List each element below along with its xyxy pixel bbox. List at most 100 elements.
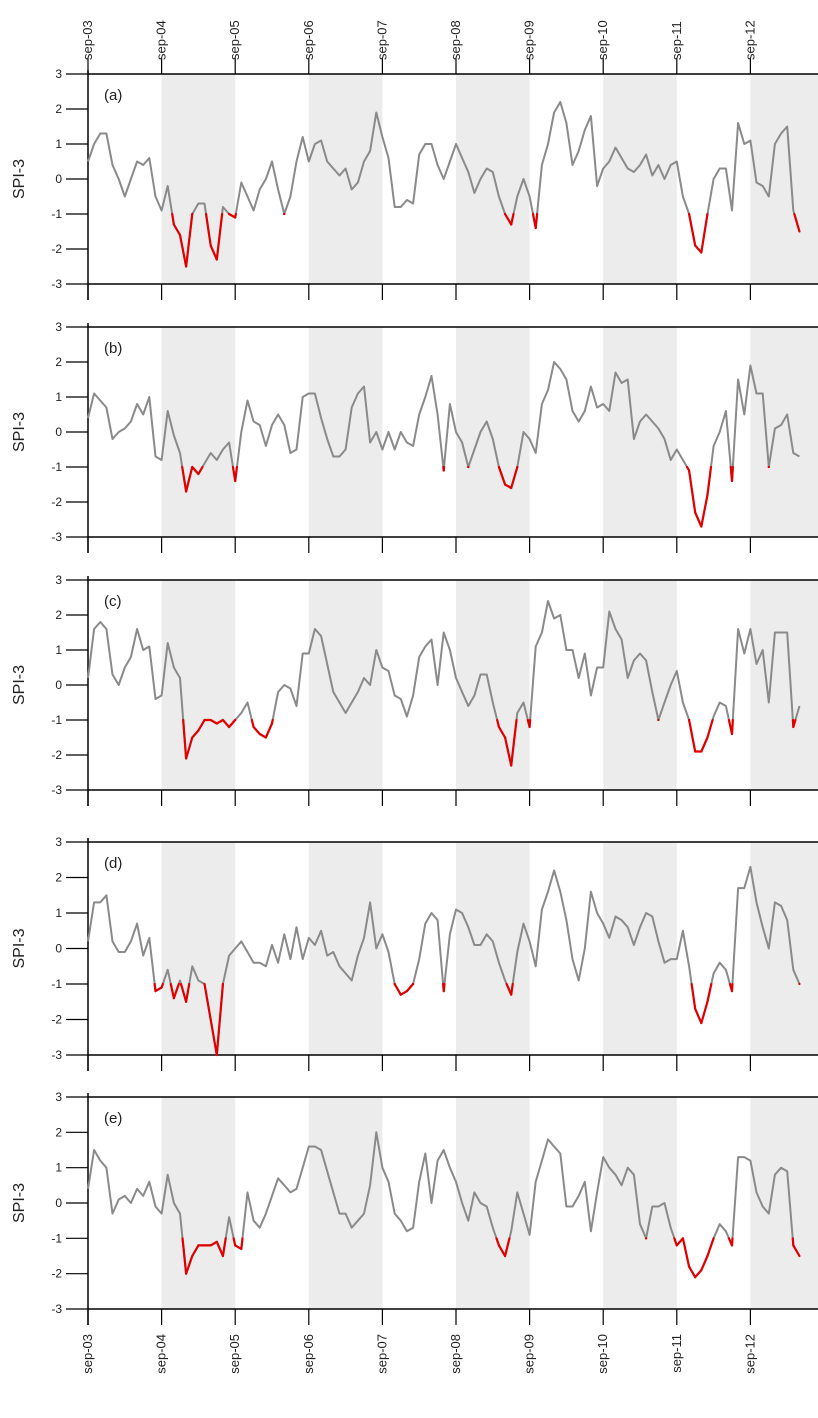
drought-segment bbox=[511, 984, 513, 995]
year-shade-band bbox=[603, 1097, 677, 1309]
y-axis-label: SPI-3 bbox=[11, 412, 28, 452]
drought-segment bbox=[407, 984, 413, 991]
y-tick-label: -3 bbox=[51, 783, 62, 797]
top-x-tick-label: sep-08 bbox=[448, 20, 463, 60]
y-axis-label: SPI-3 bbox=[11, 665, 28, 705]
y-tick-label: -3 bbox=[51, 277, 62, 291]
bottom-x-tick-label: sep-05 bbox=[227, 1334, 242, 1374]
bottom-x-tick-label: sep-12 bbox=[742, 1334, 757, 1374]
top-x-tick-label: sep-12 bbox=[742, 20, 757, 60]
bottom-x-tick-label: sep-04 bbox=[154, 1334, 169, 1374]
y-tick-label: -2 bbox=[51, 242, 62, 256]
y-tick-label: 2 bbox=[55, 608, 62, 622]
year-shade-band bbox=[309, 327, 383, 537]
drought-segment bbox=[683, 1238, 689, 1266]
y-tick-label: -2 bbox=[51, 1267, 62, 1281]
drought-segment bbox=[701, 738, 707, 752]
y-tick-label: 0 bbox=[55, 942, 62, 956]
year-shade-band bbox=[750, 580, 818, 790]
drought-segment bbox=[695, 1009, 701, 1023]
panel-label: (a) bbox=[104, 87, 122, 104]
y-tick-label: -2 bbox=[51, 1013, 62, 1027]
y-tick-label: -3 bbox=[51, 530, 62, 544]
y-axis-label: SPI-3 bbox=[11, 928, 28, 968]
drought-segment bbox=[692, 984, 696, 1009]
year-shade-band bbox=[603, 842, 677, 1055]
top-x-tick-label: sep-06 bbox=[301, 20, 316, 60]
bottom-x-tick-label: sep-10 bbox=[595, 1334, 610, 1374]
y-tick-label: -3 bbox=[51, 1302, 62, 1316]
y-tick-label: 2 bbox=[55, 871, 62, 885]
year-shade-band bbox=[603, 74, 677, 284]
year-shade-band bbox=[603, 580, 677, 790]
y-tick-label: 2 bbox=[55, 1125, 62, 1139]
y-tick-label: 3 bbox=[55, 1090, 62, 1104]
y-tick-label: 2 bbox=[55, 102, 62, 116]
bottom-x-tick-label: sep-09 bbox=[522, 1334, 537, 1374]
drought-segment bbox=[695, 513, 701, 527]
y-tick-label: -3 bbox=[51, 1048, 62, 1062]
year-shade-band bbox=[456, 580, 530, 790]
drought-segment bbox=[254, 727, 260, 734]
drought-segment bbox=[707, 1238, 713, 1256]
drought-segment bbox=[695, 1270, 701, 1277]
top-x-tick-label: sep-11 bbox=[669, 21, 684, 60]
drought-segment bbox=[689, 214, 695, 246]
drought-segment bbox=[536, 214, 537, 228]
drought-segment bbox=[395, 984, 401, 995]
y-tick-label: -1 bbox=[51, 207, 62, 221]
panel-label: (b) bbox=[104, 340, 122, 357]
year-shade-band bbox=[309, 580, 383, 790]
year-shade-band bbox=[456, 1097, 530, 1309]
year-shade-band bbox=[162, 1097, 236, 1309]
year-shade-band bbox=[162, 74, 236, 284]
bottom-x-tick-label: sep-03 bbox=[80, 1334, 95, 1374]
year-shade-band bbox=[309, 842, 383, 1055]
drought-segment bbox=[677, 1238, 683, 1245]
drought-segment bbox=[162, 984, 163, 988]
year-shade-band bbox=[309, 74, 383, 284]
year-shade-band bbox=[750, 74, 818, 284]
top-x-tick-label: sep-10 bbox=[595, 20, 610, 60]
y-tick-label: -2 bbox=[51, 748, 62, 762]
drought-segment bbox=[707, 467, 711, 495]
year-shade-band bbox=[456, 327, 530, 537]
drought-segment bbox=[689, 720, 695, 752]
y-tick-label: 0 bbox=[55, 425, 62, 439]
year-shade-band bbox=[750, 327, 818, 537]
drought-segment bbox=[241, 1238, 242, 1249]
drought-segment bbox=[689, 471, 695, 513]
drought-segment bbox=[701, 214, 707, 253]
drought-segment bbox=[701, 495, 707, 527]
y-tick-label: -2 bbox=[51, 495, 62, 509]
y-tick-label: -1 bbox=[51, 1231, 62, 1245]
year-shade-band bbox=[162, 580, 236, 790]
bottom-x-tick-label: sep-08 bbox=[448, 1334, 463, 1374]
y-tick-label: 1 bbox=[55, 137, 62, 151]
y-tick-label: 3 bbox=[55, 573, 62, 587]
drought-segment bbox=[235, 467, 237, 481]
y-tick-label: 3 bbox=[55, 67, 62, 81]
bottom-x-tick-label: sep-06 bbox=[301, 1334, 316, 1374]
y-tick-label: 3 bbox=[55, 835, 62, 849]
year-shade-band bbox=[162, 842, 236, 1055]
drought-segment bbox=[732, 467, 733, 481]
y-tick-label: 3 bbox=[55, 320, 62, 334]
top-x-tick-label: sep-04 bbox=[154, 20, 169, 60]
drought-segment bbox=[266, 724, 272, 738]
drought-segment bbox=[701, 1002, 707, 1023]
bottom-x-tick-label: sep-07 bbox=[374, 1334, 389, 1374]
top-x-tick-label: sep-09 bbox=[522, 20, 537, 60]
drought-segment bbox=[530, 720, 531, 727]
y-tick-label: 1 bbox=[55, 390, 62, 404]
year-shade-band bbox=[456, 74, 530, 284]
year-shade-band bbox=[603, 327, 677, 537]
y-tick-label: 0 bbox=[55, 678, 62, 692]
year-shade-band bbox=[750, 842, 818, 1055]
y-tick-label: 0 bbox=[55, 1196, 62, 1210]
panel-label: (c) bbox=[104, 593, 122, 610]
y-tick-label: -1 bbox=[51, 713, 62, 727]
y-tick-label: -1 bbox=[51, 460, 62, 474]
